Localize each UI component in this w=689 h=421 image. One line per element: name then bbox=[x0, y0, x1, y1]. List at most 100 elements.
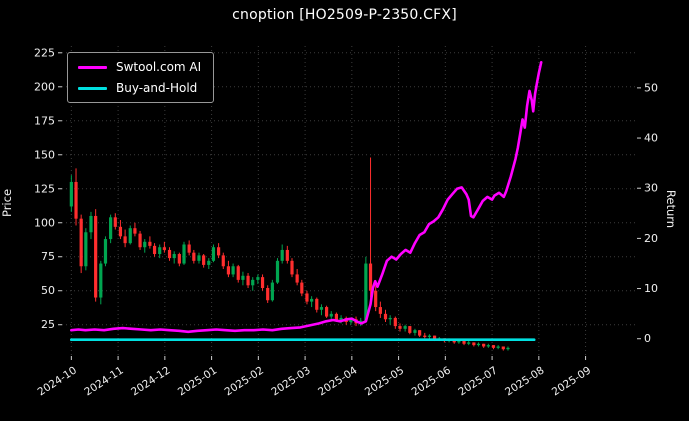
candle-body bbox=[167, 249, 172, 259]
candle-body bbox=[506, 347, 510, 350]
candle-body bbox=[324, 307, 329, 317]
y-right-tick-label: 30 bbox=[644, 182, 658, 195]
y-left-tick-label: 200 bbox=[34, 80, 55, 93]
x-tick-label: 2025-01 bbox=[176, 364, 219, 398]
candle-body bbox=[393, 317, 397, 327]
candle-body bbox=[236, 266, 240, 280]
candle-body bbox=[310, 298, 314, 302]
candle-body bbox=[349, 319, 353, 323]
candle-body bbox=[260, 277, 265, 289]
candle-body bbox=[109, 217, 113, 240]
legend-line-swatch-buy-and-hold bbox=[78, 86, 107, 90]
candle-body bbox=[418, 330, 422, 336]
candle-body bbox=[143, 241, 147, 248]
candle-body bbox=[300, 282, 304, 294]
y-right-tick-label: 20 bbox=[644, 232, 658, 245]
candle-body bbox=[403, 326, 407, 329]
y-right-tick-label: 50 bbox=[644, 81, 658, 94]
candle-body bbox=[329, 313, 333, 317]
y-left-tick-label: 125 bbox=[34, 182, 55, 195]
candle-body bbox=[103, 239, 108, 264]
candle-body bbox=[207, 260, 211, 265]
candle-body bbox=[285, 249, 289, 261]
candle-body bbox=[148, 241, 152, 246]
candle-body bbox=[241, 275, 245, 280]
candle-body bbox=[270, 282, 274, 301]
candle-body bbox=[501, 346, 505, 350]
candle-body bbox=[368, 263, 373, 291]
candle-body bbox=[89, 215, 93, 233]
candle-body bbox=[383, 313, 388, 320]
candle-body bbox=[378, 307, 382, 314]
candle-body bbox=[275, 260, 280, 283]
candle-body bbox=[472, 342, 476, 346]
candle-body bbox=[398, 326, 402, 329]
candle-body bbox=[364, 263, 368, 321]
candle-body bbox=[388, 317, 392, 320]
series-line-swtool-com-ai bbox=[70, 60, 543, 334]
candle-body bbox=[217, 247, 221, 256]
candle-body bbox=[305, 293, 309, 302]
candle-body bbox=[197, 255, 201, 261]
candle-body bbox=[192, 252, 196, 261]
candle-body bbox=[408, 326, 412, 333]
candle-body bbox=[177, 254, 181, 264]
candle-body bbox=[118, 226, 123, 237]
x-tick-label: 2025-03 bbox=[269, 364, 312, 398]
x-tick-label: 2025-08 bbox=[503, 364, 546, 398]
chart-title: cnoption [HO2509-P-2350.CFX] bbox=[232, 7, 457, 23]
y-left-tick-label: 150 bbox=[34, 148, 55, 161]
y-left-tick-label: 175 bbox=[34, 114, 55, 127]
candle-body bbox=[319, 307, 324, 310]
candle-body bbox=[486, 345, 490, 347]
candle-body bbox=[251, 279, 255, 286]
x-tick-label: 2025-07 bbox=[456, 364, 499, 398]
candle-body bbox=[295, 274, 299, 283]
candle-body bbox=[133, 228, 137, 234]
candle-body bbox=[280, 249, 284, 261]
candle-body bbox=[457, 341, 461, 343]
candle-body bbox=[266, 288, 270, 301]
candle-body bbox=[374, 290, 378, 308]
candle-body bbox=[339, 317, 343, 321]
x-tick-label: 2025-02 bbox=[223, 364, 266, 398]
legend-item-swtool-ai: Swtool.com AI bbox=[78, 60, 201, 74]
x-tick-label: 2024-10 bbox=[36, 364, 79, 398]
y-left-tick-label: 225 bbox=[34, 46, 55, 59]
candle-body bbox=[467, 342, 471, 344]
y-left-tick-label: 50 bbox=[41, 284, 55, 297]
candle-body bbox=[452, 339, 456, 343]
candle-body bbox=[172, 254, 176, 259]
candle-body bbox=[152, 245, 157, 255]
legend-item-buy-and-hold: Buy-and-Hold bbox=[78, 81, 201, 95]
candle-body bbox=[462, 341, 466, 344]
candle-body bbox=[128, 228, 132, 244]
candle-body bbox=[256, 277, 260, 280]
candle-body bbox=[334, 313, 339, 321]
x-tick-label: 2025-06 bbox=[410, 364, 454, 398]
x-tick-label: 2025-09 bbox=[550, 364, 593, 398]
candle-body bbox=[123, 236, 127, 244]
legend-label-ai: Swtool.com AI bbox=[116, 60, 202, 74]
legend-line-swatch-ai bbox=[78, 65, 107, 69]
candle-body bbox=[290, 260, 294, 275]
candle-body bbox=[79, 218, 83, 267]
y-left-tick-label: 75 bbox=[41, 250, 55, 263]
candle-body bbox=[94, 215, 98, 298]
candle-body bbox=[427, 335, 432, 337]
candle-body bbox=[246, 275, 250, 286]
x-tick-label: 2024-11 bbox=[82, 364, 125, 398]
candle-body bbox=[413, 330, 417, 333]
y-right-tick-label: 10 bbox=[644, 282, 658, 295]
x-tick-label: 2025-04 bbox=[316, 364, 360, 398]
candle-body bbox=[158, 247, 162, 255]
candle-body bbox=[315, 298, 319, 310]
legend-label-buy-and-hold: Buy-and-Hold bbox=[116, 81, 198, 95]
candle-body bbox=[202, 255, 206, 265]
y-left-tick-label: 25 bbox=[41, 318, 55, 331]
candle-body bbox=[476, 343, 481, 346]
candle-body bbox=[113, 217, 117, 227]
y-right-tick-label: 40 bbox=[644, 132, 658, 145]
